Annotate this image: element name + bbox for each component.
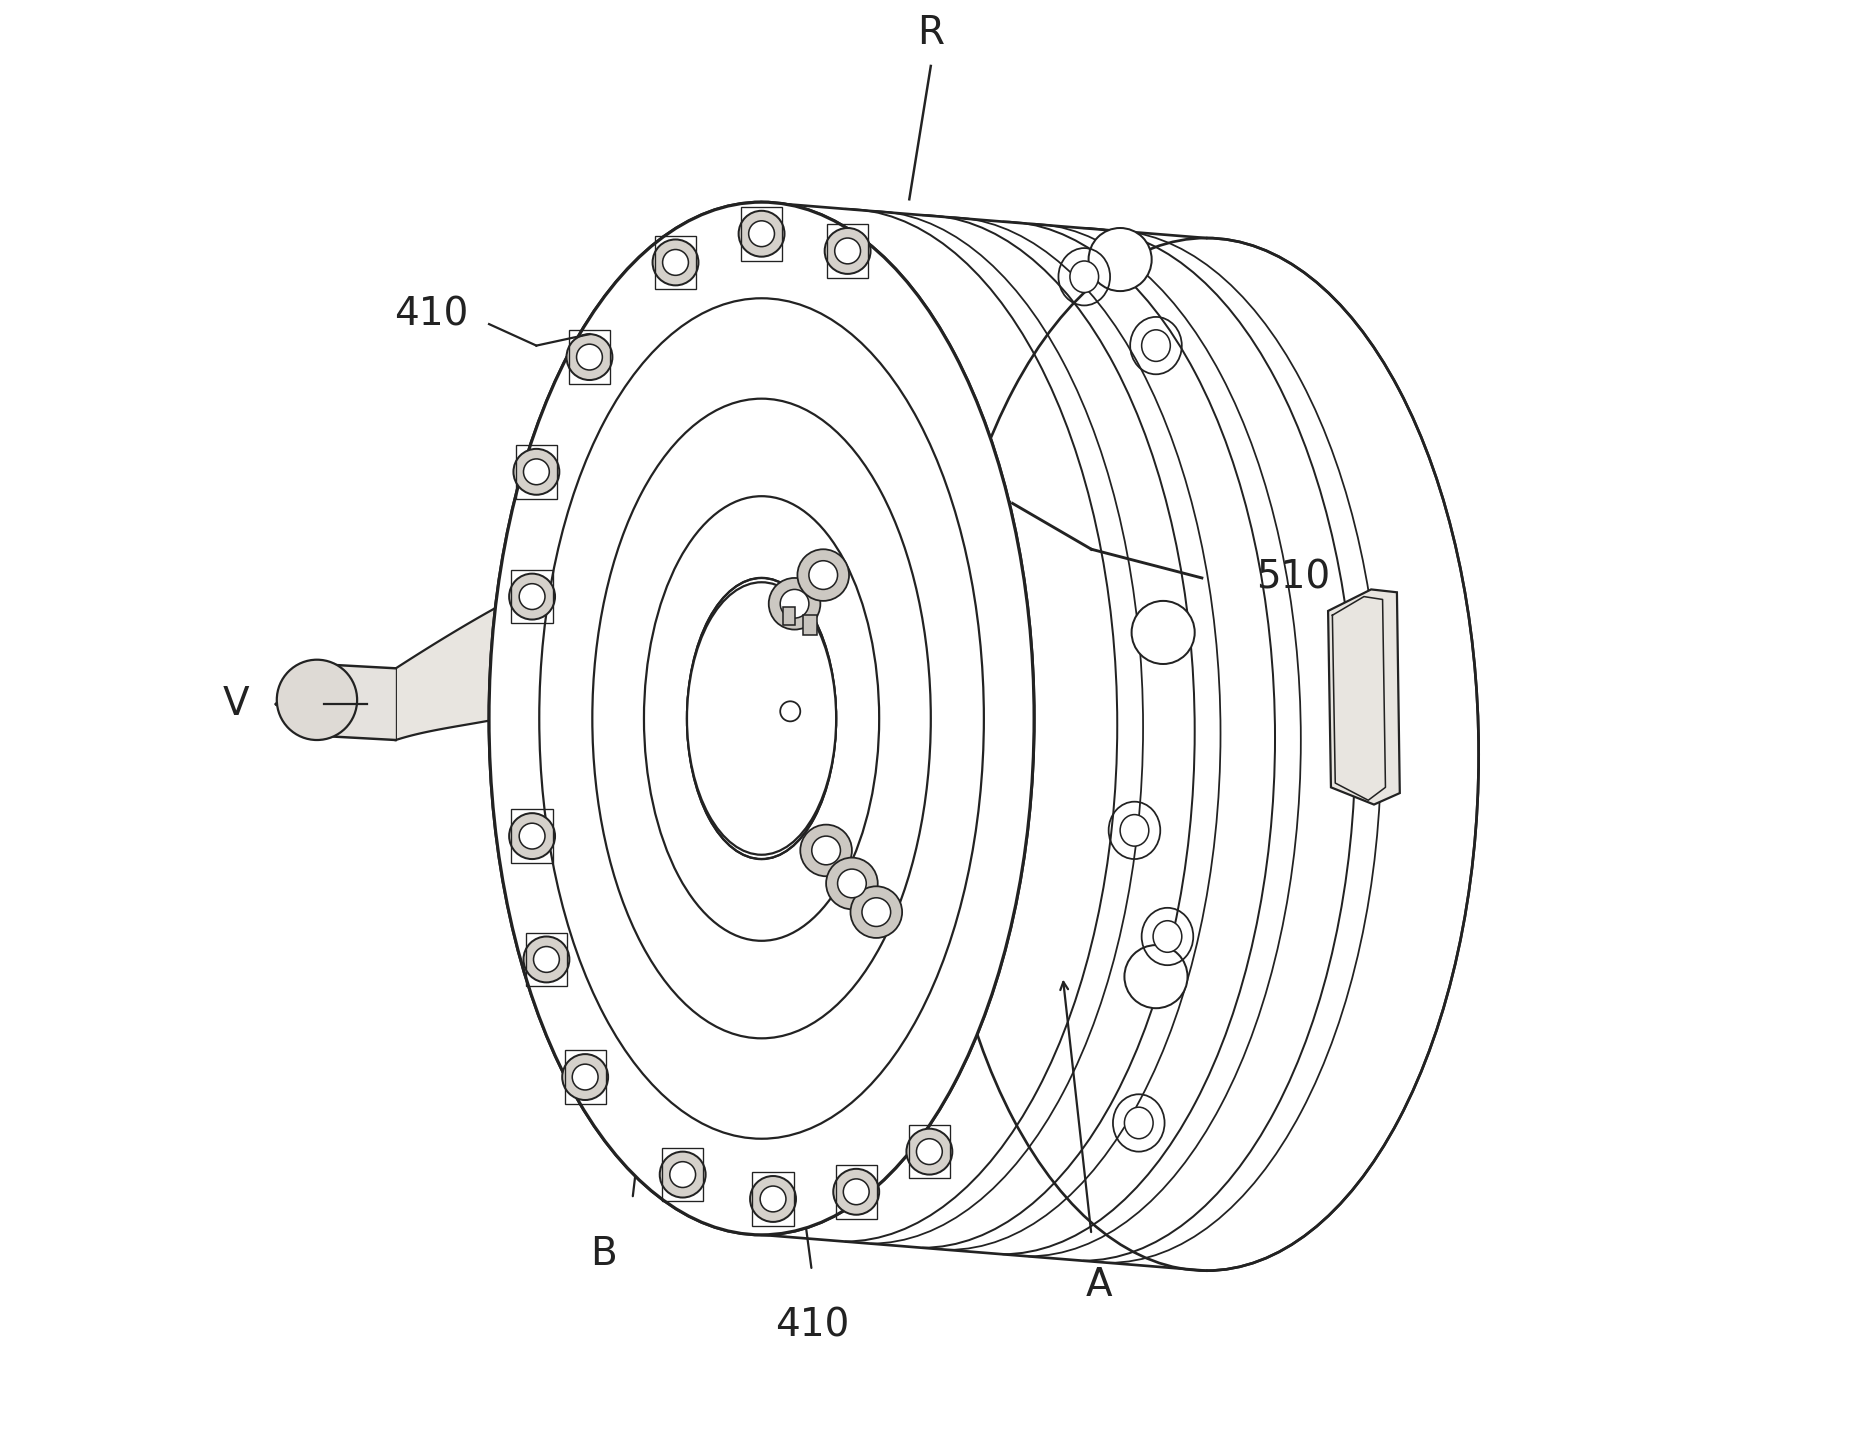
Text: B: B [591,1234,617,1273]
Circle shape [812,836,841,865]
Circle shape [906,1128,952,1174]
Circle shape [576,345,602,369]
Ellipse shape [815,958,888,1030]
Bar [515,445,558,499]
Circle shape [513,448,560,494]
Polygon shape [397,558,804,740]
Polygon shape [776,690,904,994]
Circle shape [800,825,852,877]
Ellipse shape [687,582,836,855]
Bar [741,207,782,260]
Circle shape [739,211,784,257]
Ellipse shape [593,398,930,1039]
Ellipse shape [645,496,878,941]
Circle shape [780,589,810,618]
Circle shape [660,1151,706,1197]
Circle shape [825,228,871,274]
Ellipse shape [687,578,836,859]
Bar [752,1173,793,1226]
Bar [908,1125,951,1178]
Bar [526,933,567,986]
Polygon shape [802,615,817,635]
Ellipse shape [1125,1106,1153,1138]
Ellipse shape [1125,946,1188,1009]
Ellipse shape [1141,331,1171,361]
Circle shape [652,240,699,286]
Polygon shape [1329,589,1399,805]
Circle shape [510,573,556,619]
Circle shape [834,239,860,264]
Circle shape [917,1138,943,1164]
Ellipse shape [1088,228,1153,292]
Circle shape [510,813,556,859]
Ellipse shape [1132,601,1195,664]
Circle shape [760,1186,786,1211]
Ellipse shape [1153,921,1182,953]
Ellipse shape [1069,262,1099,293]
Circle shape [843,1178,869,1204]
Circle shape [524,458,548,484]
Circle shape [769,578,821,629]
Circle shape [834,1168,878,1214]
Ellipse shape [276,660,358,740]
Ellipse shape [934,239,1479,1270]
Circle shape [862,898,891,927]
Bar [662,1148,704,1201]
Text: 410: 410 [395,295,469,333]
Circle shape [663,250,689,276]
Bar [836,1165,876,1219]
Bar [511,569,552,624]
Polygon shape [317,664,397,740]
Circle shape [826,858,878,910]
Bar [654,236,697,289]
Ellipse shape [489,203,1034,1234]
Circle shape [524,937,569,983]
Text: V: V [222,685,250,723]
Circle shape [780,701,800,721]
Circle shape [810,560,838,589]
Text: R: R [917,13,945,52]
Ellipse shape [539,299,984,1138]
Circle shape [534,947,560,973]
Bar [565,1050,606,1104]
Bar [826,224,869,277]
Text: 510: 510 [1256,559,1330,596]
Text: A: A [1086,1266,1112,1305]
Bar [569,331,610,384]
Circle shape [838,869,865,898]
Circle shape [519,583,545,609]
Polygon shape [784,606,795,625]
Circle shape [749,221,775,247]
Ellipse shape [489,203,1034,1234]
Circle shape [851,887,902,938]
Circle shape [567,335,611,379]
Text: 410: 410 [775,1306,849,1345]
Circle shape [561,1055,608,1099]
Bar [511,809,552,864]
Circle shape [797,549,849,601]
Circle shape [669,1161,695,1187]
Ellipse shape [1119,815,1149,846]
Circle shape [519,823,545,849]
Circle shape [750,1175,797,1221]
Ellipse shape [719,638,804,799]
Circle shape [573,1065,599,1089]
